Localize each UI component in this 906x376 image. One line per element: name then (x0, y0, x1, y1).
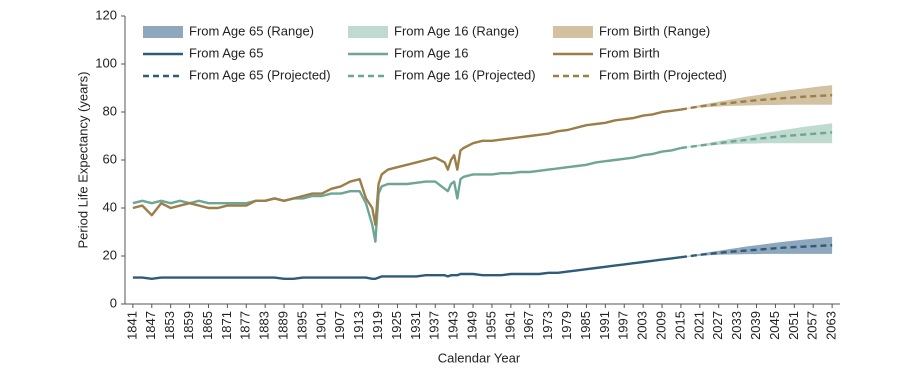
x-tick-label: 1847 (143, 311, 158, 340)
legend-swatch (553, 26, 593, 38)
legend-label: From Birth (Projected) (599, 67, 727, 82)
y-axis-title: Period Life Expectancy (years) (75, 71, 90, 248)
x-tick-label: 1973 (540, 311, 555, 340)
x-tick-label: 2009 (653, 311, 668, 340)
x-tick-label: 2027 (710, 311, 725, 340)
x-tick-label: 1883 (257, 311, 272, 340)
range-area (680, 123, 833, 148)
legend-label: From Age 16 (Range) (394, 23, 519, 38)
x-tick-label: 1949 (464, 311, 479, 340)
x-tick-label: 2057 (805, 311, 820, 340)
x-tick-label: 1937 (427, 311, 442, 340)
x-tick-label: 1955 (483, 311, 498, 340)
data-line (132, 108, 682, 226)
legend: From Age 65 (Range) From Age 16 (Range) Fr… (143, 23, 727, 82)
legend-label: From Age 65 (Range) (189, 23, 314, 38)
x-tick-label: 1991 (597, 311, 612, 340)
x-tick-label: 1985 (578, 311, 593, 340)
x-tick-label: 1877 (238, 311, 253, 340)
y-tick-label: 40 (103, 199, 117, 214)
x-tick-label: 1871 (219, 311, 234, 340)
legend-swatch (143, 26, 183, 38)
x-tick-label: 2045 (767, 311, 782, 340)
x-tick-label: 2021 (691, 311, 706, 340)
x-tick-label: 1865 (200, 311, 215, 340)
y-tick-label: 20 (103, 247, 117, 262)
range-area (680, 85, 833, 110)
x-tick-label: 1895 (294, 311, 309, 340)
data-line (132, 146, 682, 243)
legend-label: From Age 65 (189, 45, 263, 60)
x-tick-label: 2039 (748, 311, 763, 340)
projected-line (680, 244, 833, 259)
x-tick-label: 2033 (729, 311, 744, 340)
projected-line (680, 94, 833, 111)
x-tick-label: 1907 (332, 311, 347, 340)
x-tick-label: 2015 (672, 311, 687, 340)
x-axis-title: Calendar Year (438, 350, 521, 365)
y-tick-label: 0 (110, 295, 117, 310)
x-tick-label: 1967 (521, 311, 536, 340)
x-tick-label: 1931 (408, 311, 423, 340)
legend-swatch (348, 26, 388, 38)
legend-label: From Age 16 (Projected) (394, 67, 536, 82)
legend-label: From Age 16 (394, 45, 468, 60)
y-tick-label: 80 (103, 103, 117, 118)
x-tick-label: 1901 (313, 311, 328, 340)
legend-label: From Birth (Range) (599, 23, 710, 38)
x-tick-label: 1889 (276, 311, 291, 340)
legend-label: From Birth (599, 45, 660, 60)
range-area (680, 236, 833, 258)
x-tick-label: 1979 (559, 311, 574, 340)
data-line (132, 256, 682, 280)
x-tick-label: 1853 (162, 311, 177, 340)
x-tick-label: 2003 (635, 311, 650, 340)
y-tick-label: 120 (95, 7, 117, 22)
x-tick-label: 1859 (181, 311, 196, 340)
x-tick-label: 1913 (351, 311, 366, 340)
x-tick-label: 2051 (786, 311, 801, 340)
x-tick-label: 1925 (389, 311, 404, 340)
x-tick-label: 1919 (370, 311, 385, 340)
x-tick-label: 1943 (446, 311, 461, 340)
y-tick-label: 60 (103, 151, 117, 166)
x-tick-label: 1841 (124, 311, 139, 340)
x-tick-label: 1997 (616, 311, 631, 340)
x-tick-label: 2063 (824, 311, 839, 340)
x-tick-label: 1961 (502, 311, 517, 340)
projected-line (680, 131, 833, 150)
y-tick-label: 100 (95, 55, 117, 70)
legend-label: From Age 65 (Projected) (189, 67, 331, 82)
